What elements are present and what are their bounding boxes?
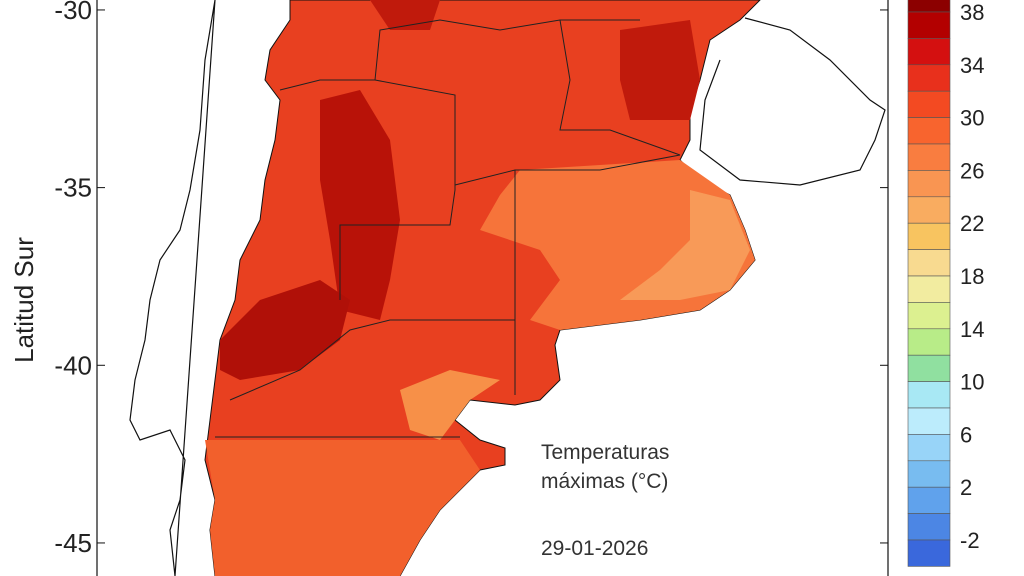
legend-swatch	[907, 143, 951, 171]
chile-outline	[129, 0, 216, 576]
border	[559, 19, 681, 156]
gulf-light-zone	[400, 370, 500, 440]
border	[279, 19, 640, 91]
legend-swatch	[907, 513, 951, 541]
coast-light-zone	[620, 190, 750, 300]
legend-swatch	[907, 460, 951, 488]
legend-swatch	[907, 11, 951, 39]
title-line: máximas (°C)	[541, 470, 668, 493]
legend-label: 30	[960, 106, 984, 131]
map-area	[96, 0, 889, 576]
province-borders	[215, 19, 681, 438]
lat-tick-label: -40	[54, 350, 92, 380]
lat-ticks: -30 -35 -40 -45	[54, 0, 888, 558]
legend-swatch	[907, 381, 951, 409]
legend-swatch	[907, 170, 951, 198]
y-axis-label: Latitud Sur	[9, 237, 39, 363]
legend-swatch	[907, 117, 951, 145]
legend: 38 34 30 26 22 18 14 10 6 2 -2	[907, 0, 984, 567]
legend-label: 26	[960, 158, 984, 183]
legend-label: 34	[960, 53, 984, 78]
legend-swatch	[907, 0, 951, 13]
legend-swatch	[907, 486, 951, 514]
legend-label: 14	[960, 317, 984, 342]
legend-swatch	[907, 539, 951, 567]
legend-label: 6	[960, 422, 972, 447]
border	[339, 79, 456, 300]
south-orange-zone	[205, 440, 480, 576]
title-line: Temperaturas	[541, 441, 669, 464]
legend-swatch	[907, 302, 951, 330]
legend-swatch	[907, 64, 951, 92]
legend-label: 2	[960, 475, 972, 500]
legend-swatch	[907, 275, 951, 303]
legend-label: 22	[960, 211, 984, 236]
uruguay-outline	[699, 17, 886, 186]
legend-swatch	[907, 354, 951, 382]
legend-label: 18	[960, 264, 984, 289]
lat-tick-label: -45	[54, 528, 92, 558]
border	[229, 319, 515, 401]
legend-swatch	[907, 249, 951, 277]
border	[454, 154, 681, 186]
date: 29-01-2026	[541, 537, 648, 560]
legend-swatch	[907, 434, 951, 462]
hot-zone-north	[370, 0, 700, 120]
legend-label: -2	[960, 528, 980, 553]
legend-swatch	[907, 90, 951, 118]
legend-label: 10	[960, 370, 984, 395]
legend-swatch	[907, 222, 951, 250]
hot-zone-west	[220, 280, 350, 380]
legend-label: 38	[960, 0, 984, 25]
legend-swatch	[907, 38, 951, 66]
legend-swatch	[907, 328, 951, 356]
lat-tick-label: -35	[54, 173, 92, 203]
legend-swatch	[907, 407, 951, 435]
legend-swatch	[907, 196, 951, 224]
lat-tick-label: -30	[54, 0, 92, 25]
